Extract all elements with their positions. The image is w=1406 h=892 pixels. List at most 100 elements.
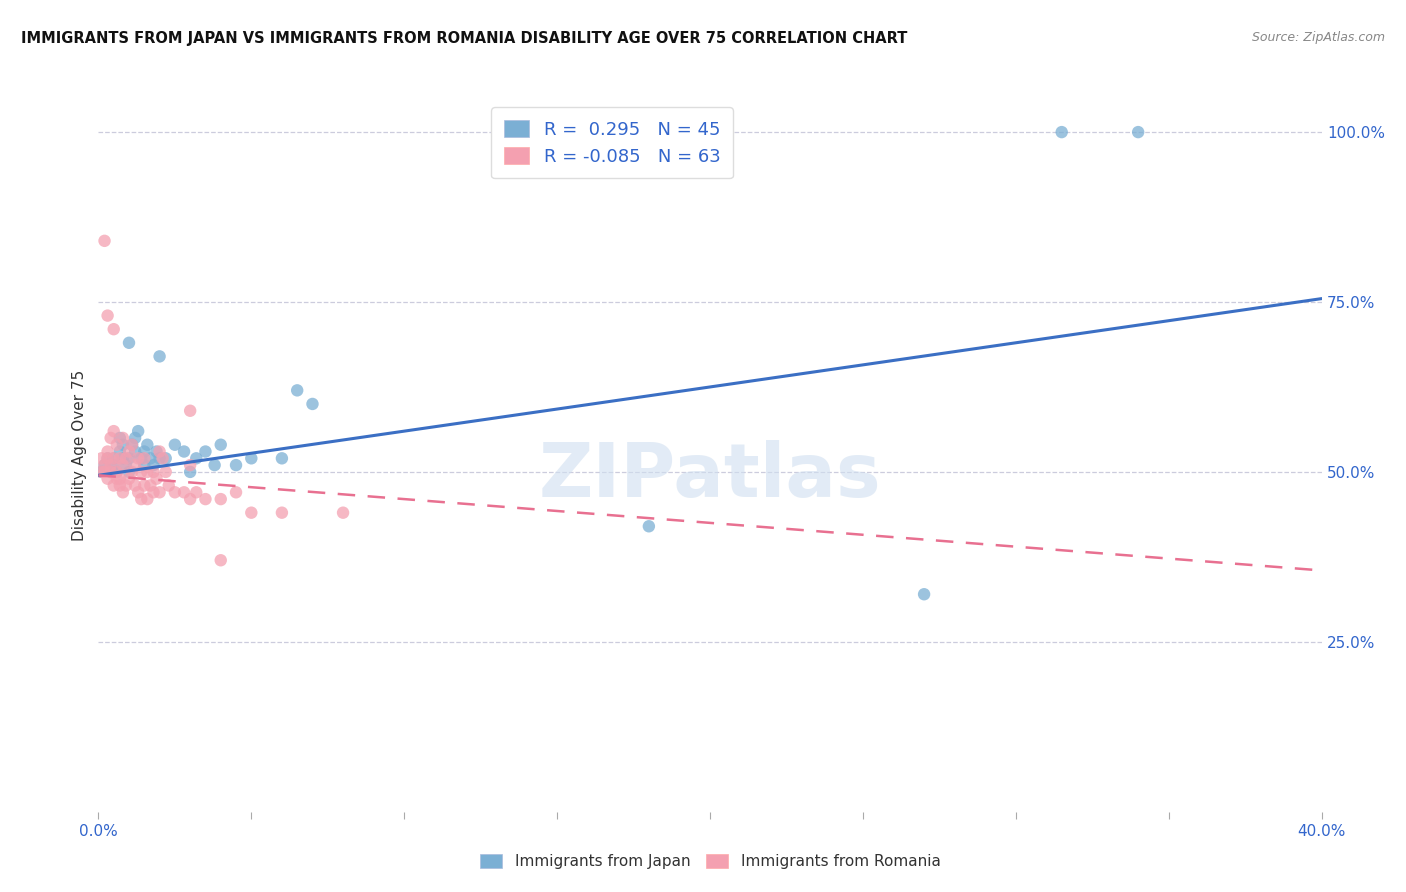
Point xyxy=(139,478,162,492)
Point xyxy=(149,444,172,458)
Point xyxy=(155,451,177,466)
Point xyxy=(108,472,131,486)
Point xyxy=(186,485,208,500)
Point xyxy=(179,492,201,507)
Point xyxy=(912,587,935,601)
Point xyxy=(97,309,120,323)
Point xyxy=(115,451,138,466)
Point xyxy=(179,458,201,472)
Point xyxy=(127,424,149,438)
Point xyxy=(111,451,134,466)
Point xyxy=(1128,125,1150,139)
Text: Source: ZipAtlas.com: Source: ZipAtlas.com xyxy=(1251,31,1385,45)
Point xyxy=(157,478,180,492)
Point xyxy=(108,444,131,458)
Point xyxy=(204,458,226,472)
Point xyxy=(209,553,232,567)
Point xyxy=(90,465,112,479)
Point xyxy=(301,397,323,411)
Point xyxy=(100,465,122,479)
Point xyxy=(118,444,141,458)
Point xyxy=(121,465,143,479)
Point xyxy=(103,451,125,466)
Point xyxy=(124,458,146,472)
Point xyxy=(129,465,152,479)
Y-axis label: Disability Age Over 75: Disability Age Over 75 xyxy=(72,369,87,541)
Point xyxy=(105,438,128,452)
Point xyxy=(93,465,115,479)
Point xyxy=(129,492,152,507)
Point xyxy=(179,465,201,479)
Point xyxy=(145,472,167,486)
Point xyxy=(142,465,165,479)
Point xyxy=(149,485,172,500)
Point xyxy=(118,465,141,479)
Point xyxy=(145,444,167,458)
Point xyxy=(121,438,143,452)
Point xyxy=(209,438,232,452)
Point xyxy=(163,438,186,452)
Point xyxy=(103,424,125,438)
Point xyxy=(134,444,156,458)
Point xyxy=(194,444,217,458)
Point xyxy=(332,506,354,520)
Point xyxy=(209,492,232,507)
Point xyxy=(111,431,134,445)
Point xyxy=(108,451,131,466)
Point xyxy=(163,485,186,500)
Point xyxy=(127,451,149,466)
Point xyxy=(118,335,141,350)
Point xyxy=(111,438,134,452)
Legend: Immigrants from Japan, Immigrants from Romania: Immigrants from Japan, Immigrants from R… xyxy=(474,847,946,875)
Point xyxy=(105,465,128,479)
Point xyxy=(97,451,120,466)
Point xyxy=(136,465,159,479)
Point xyxy=(142,485,165,500)
Point xyxy=(103,478,125,492)
Point xyxy=(637,519,661,533)
Point xyxy=(103,451,125,466)
Point xyxy=(127,485,149,500)
Point xyxy=(139,451,162,466)
Point xyxy=(134,478,156,492)
Point xyxy=(103,458,125,472)
Point xyxy=(179,403,201,417)
Point xyxy=(118,451,141,466)
Point xyxy=(134,451,156,466)
Point xyxy=(108,478,131,492)
Point xyxy=(103,322,125,336)
Point xyxy=(129,451,152,466)
Point xyxy=(194,492,217,507)
Point xyxy=(136,492,159,507)
Point xyxy=(115,478,138,492)
Point xyxy=(93,234,115,248)
Point xyxy=(285,384,308,398)
Point xyxy=(270,451,292,466)
Point xyxy=(134,458,156,472)
Point xyxy=(121,438,143,452)
Point xyxy=(142,458,165,472)
Text: ZIPatlas: ZIPatlas xyxy=(538,440,882,513)
Point xyxy=(149,350,172,364)
Point xyxy=(115,458,138,472)
Point xyxy=(173,485,195,500)
Point xyxy=(152,451,174,466)
Point xyxy=(97,472,120,486)
Point xyxy=(111,458,134,472)
Point xyxy=(97,451,120,466)
Point xyxy=(1050,125,1073,139)
Point xyxy=(90,451,112,466)
Point xyxy=(225,485,247,500)
Point xyxy=(186,451,208,466)
Point xyxy=(124,444,146,458)
Point xyxy=(240,506,263,520)
Point xyxy=(155,465,177,479)
Point xyxy=(136,438,159,452)
Point xyxy=(93,458,115,472)
Point xyxy=(124,431,146,445)
Point xyxy=(105,472,128,486)
Point xyxy=(225,458,247,472)
Point xyxy=(240,451,263,466)
Point xyxy=(270,506,292,520)
Point xyxy=(100,431,122,445)
